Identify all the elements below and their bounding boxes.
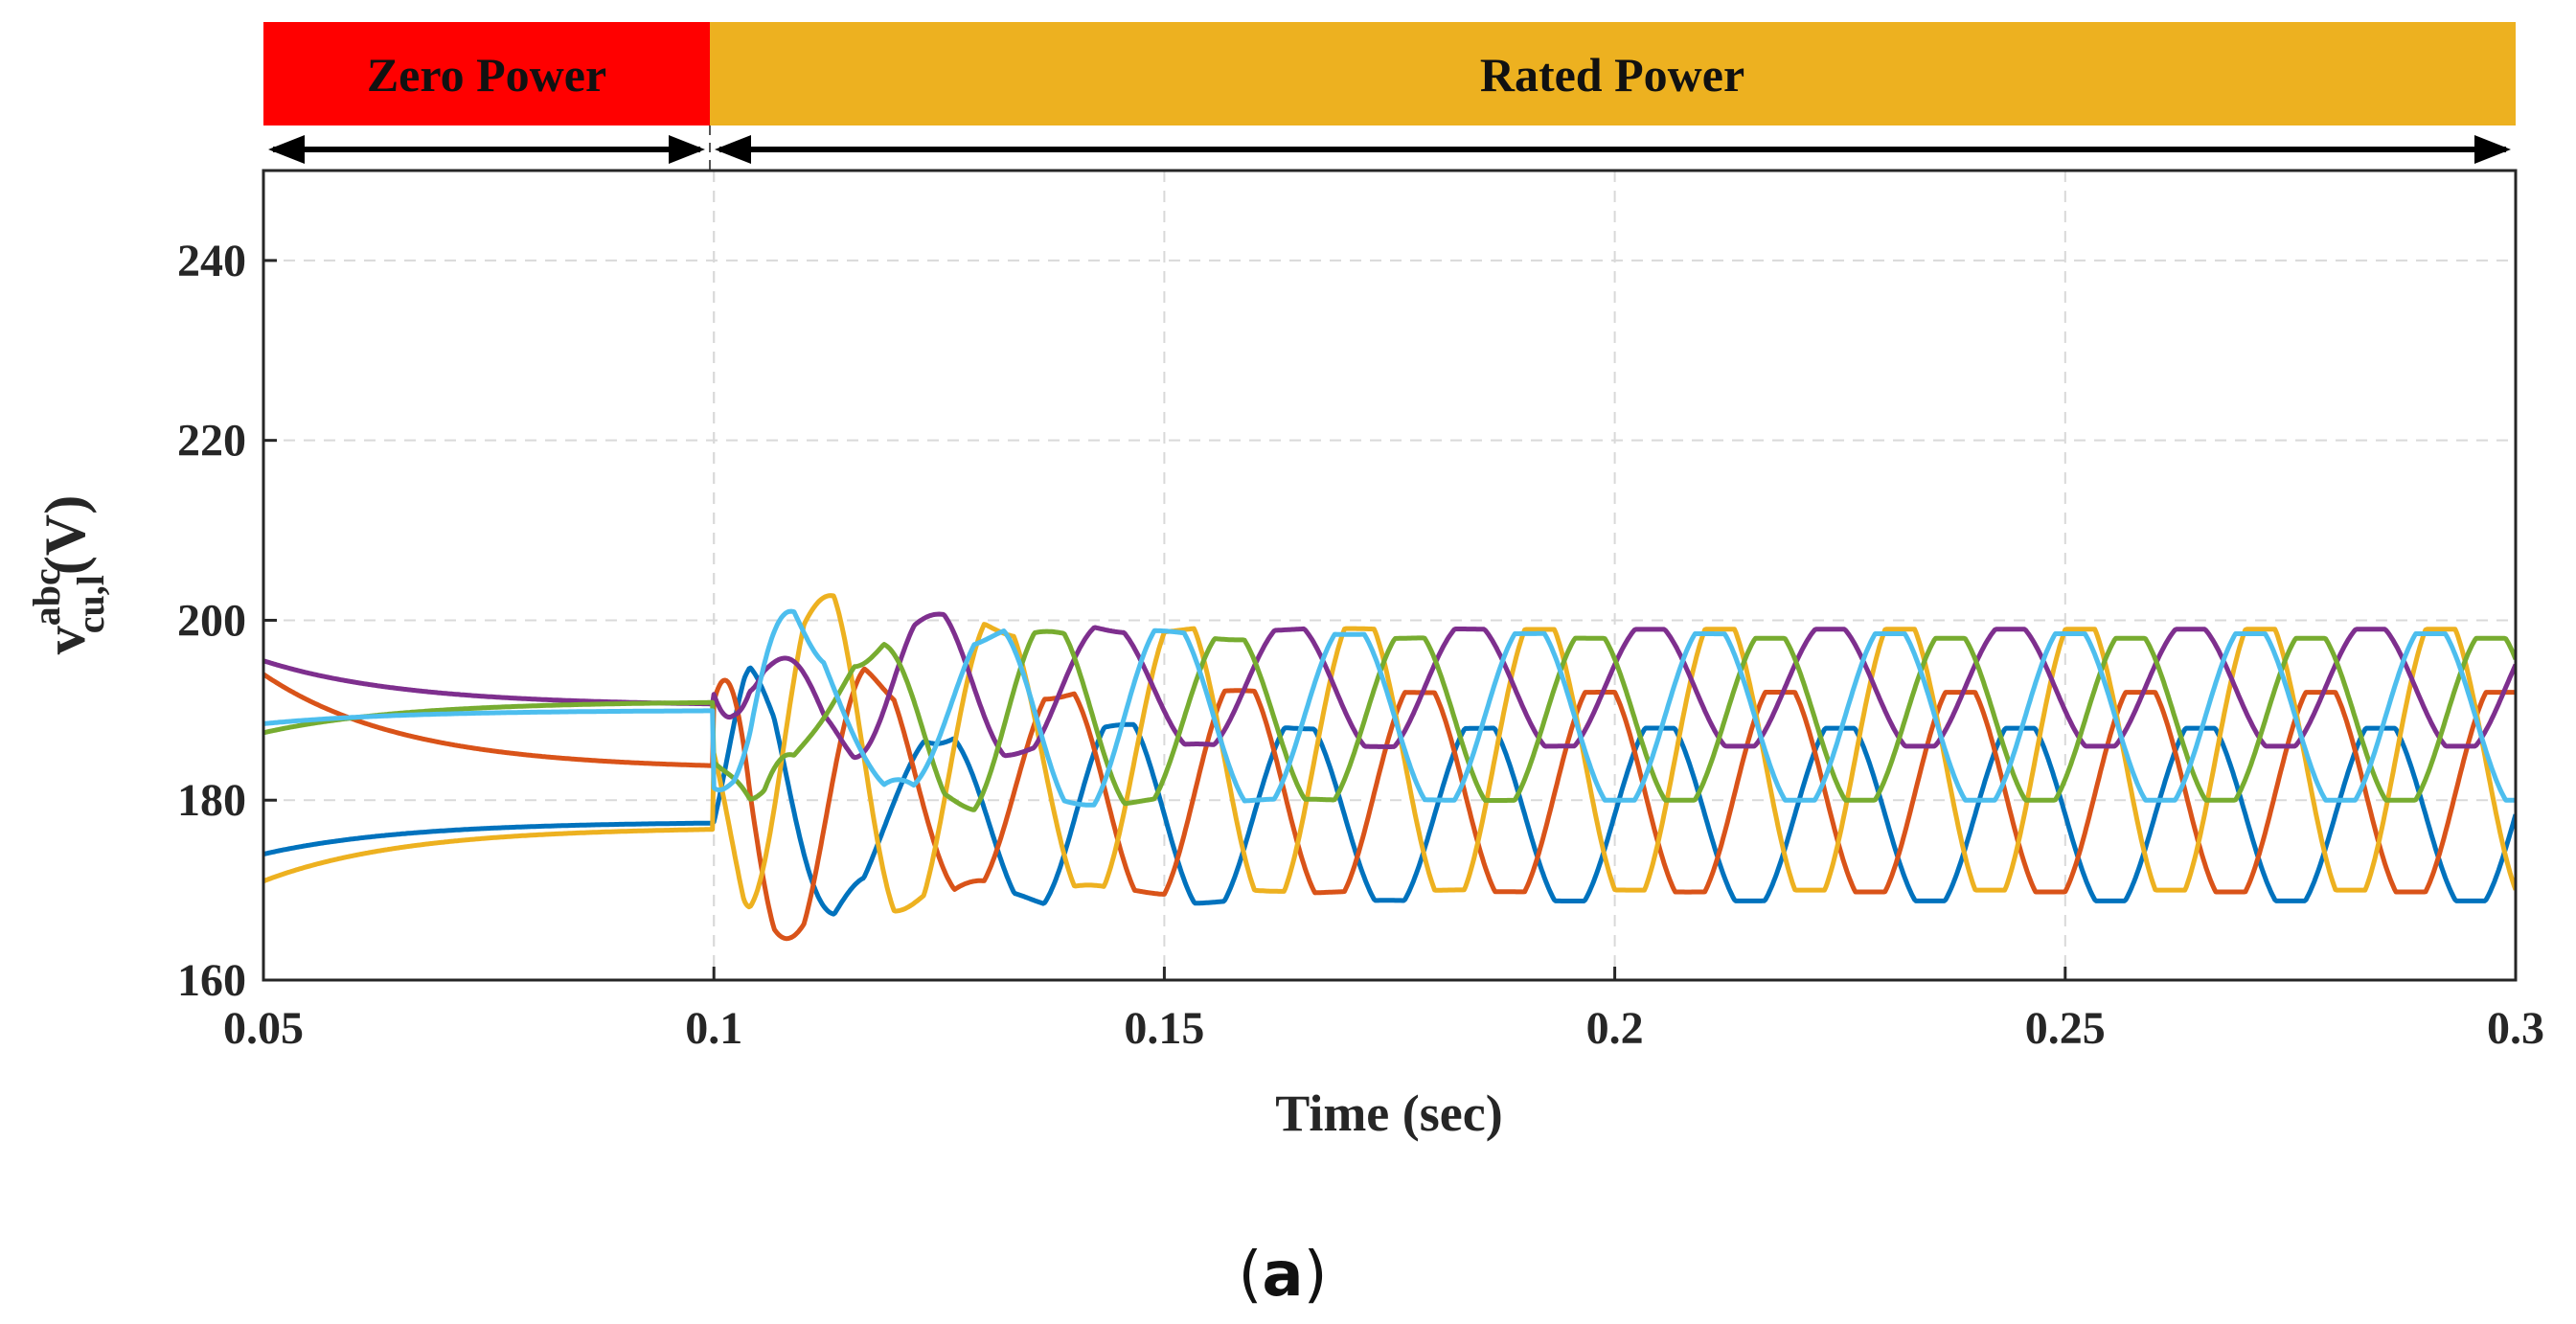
y-axis-unit: (V): [34, 495, 97, 575]
rated-power-label: Rated Power: [1480, 48, 1744, 102]
caption-open-paren: (: [1238, 1240, 1262, 1311]
x-tick-label: 0.25: [2025, 1003, 2106, 1054]
figure-caption: (a): [1238, 1240, 1327, 1311]
x-tick-label: 0.1: [685, 1003, 742, 1054]
y-tick-label: 200: [177, 595, 246, 646]
grid-lines: [263, 171, 2516, 980]
series-line: [263, 628, 2516, 812]
x-axis-title: Time (sec): [1275, 1084, 1502, 1142]
y-tick-label: 240: [177, 236, 246, 286]
plot-area: 0.05 0.1 0.15 0.2 0.25 0.3 160 180 200 220 240: [177, 169, 2544, 1054]
axis-ticks: 0.05 0.1 0.15 0.2 0.25 0.3 160 180 200 220 240: [177, 236, 2544, 1054]
rated-power-arrow: [715, 135, 2511, 164]
series-line: [263, 593, 2516, 914]
operating-region-band: Zero Power Rated Power: [263, 22, 2516, 171]
plot-frame: [262, 169, 2518, 982]
y-tick-label: 180: [177, 775, 246, 826]
y-axis-superscript: abc: [25, 568, 68, 626]
series-line: [263, 608, 2516, 808]
y-tick-label: 160: [177, 955, 246, 1006]
y-axis-symbol: v: [34, 626, 97, 654]
svg-text:vabccu,l(V): vabccu,l(V): [25, 495, 112, 654]
series-layer: [263, 593, 2516, 942]
y-axis-title: vabccu,l(V): [25, 495, 112, 654]
zero-power-label: Zero Power: [367, 48, 606, 102]
rated-power-region: [710, 22, 2516, 126]
plot-background: [263, 171, 2516, 980]
zero-power-region: [263, 22, 710, 126]
series-line: [263, 666, 2516, 942]
x-tick-label: 0.3: [2487, 1003, 2544, 1054]
caption-close-paren: ): [1304, 1240, 1328, 1311]
series-line: [263, 665, 2516, 917]
x-tick-label: 0.15: [1124, 1003, 1204, 1054]
caption-letter: a: [1262, 1240, 1303, 1311]
x-tick-label: 0.2: [1586, 1003, 1644, 1054]
y-tick-label: 220: [177, 416, 246, 467]
y-axis-subscript: cu,l: [69, 575, 112, 633]
x-tick-label: 0.05: [223, 1003, 304, 1054]
zero-power-arrow: [268, 135, 705, 164]
